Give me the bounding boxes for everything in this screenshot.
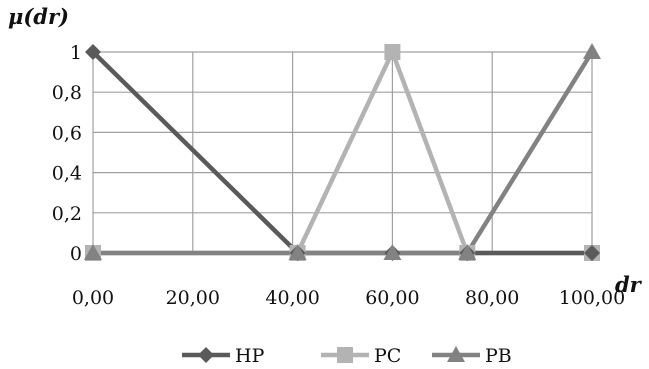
- x-tick-label: 80,00: [465, 287, 519, 309]
- legend: HP PC PB: [182, 345, 512, 367]
- series-point-pc: [384, 44, 401, 60]
- legend-marker-hp: [198, 347, 214, 363]
- y-tick-label: 0,4: [52, 163, 82, 185]
- series-line-pc: [93, 49, 592, 256]
- y-tick-label: 0,6: [52, 122, 82, 144]
- x-tick-label: 60,00: [365, 287, 419, 309]
- y-tick-label: 0,2: [52, 203, 82, 225]
- y-axis-title: μ(dr): [8, 4, 69, 29]
- x-tick-label: 40,00: [265, 287, 319, 309]
- legend-label-pb: PB: [485, 345, 512, 367]
- x-tick-labels: 0,00 20,00 40,00 60,00 80,00 100,00: [72, 287, 625, 309]
- series-line-pb: [93, 50, 594, 256]
- legend-label-pc: PC: [374, 345, 401, 367]
- legend-marker-pb: [447, 346, 465, 362]
- series-point-hp: [584, 245, 600, 261]
- series-lines: [91, 49, 594, 256]
- y-tick-labels: 0 0,2 0,4 0,6 0,8 1: [52, 42, 82, 265]
- series-point-pb: [288, 244, 307, 260]
- x-tick-label: 0,00: [72, 287, 114, 309]
- x-axis-title: dr: [615, 272, 643, 297]
- legend-label-hp: HP: [235, 345, 265, 367]
- series-markers: [84, 43, 601, 261]
- x-tick-label: 100,00: [559, 287, 625, 309]
- chart-grid: [92, 51, 593, 254]
- y-tick-label: 1: [70, 42, 82, 64]
- series-point-hp: [85, 44, 101, 60]
- series-line-hp: [91, 50, 592, 256]
- series-point-pb: [458, 244, 477, 260]
- series-point-pb: [383, 244, 402, 260]
- x-tick-label: 20,00: [166, 287, 220, 309]
- y-tick-label: 0,8: [52, 82, 82, 104]
- y-tick-label: 0: [70, 243, 82, 265]
- series-point-pb: [583, 43, 601, 59]
- series-point-pb: [84, 244, 102, 260]
- legend-marker-pc: [337, 347, 353, 363]
